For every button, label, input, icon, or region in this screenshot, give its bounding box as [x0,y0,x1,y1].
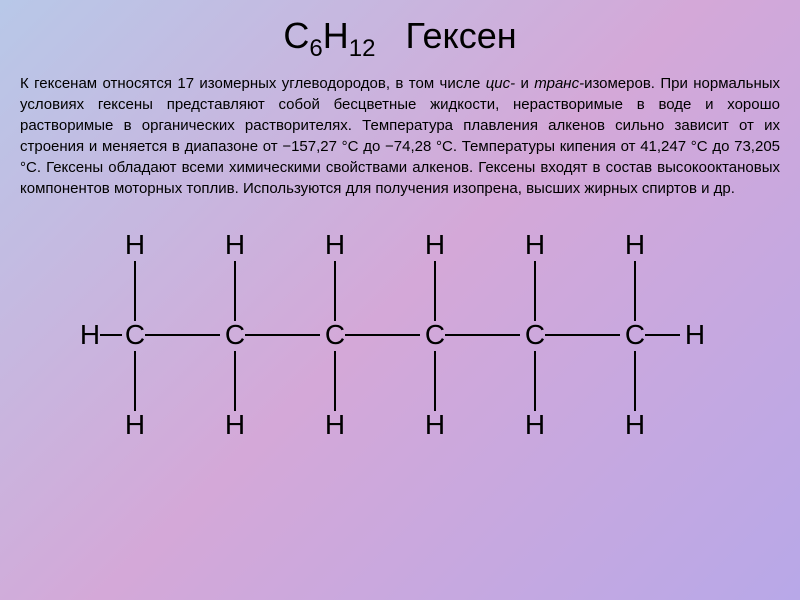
compound-name: Гексен [405,15,516,56]
hydrogen-atom: H [620,409,650,441]
bond-vertical [134,261,136,321]
bond-vertical [234,261,236,321]
hydrogen-atom: H [520,409,550,441]
hydrogen-atom: H [320,409,350,441]
bond-vertical [434,351,436,411]
bond-horizontal [645,334,680,336]
bond-horizontal [345,334,420,336]
bond-vertical [534,351,536,411]
hydrogen-atom: H [420,229,450,261]
body-paragraph: К гексенам относятся 17 изомерных углево… [0,73,800,199]
bond-vertical [534,261,536,321]
formula-sub-6: 6 [309,35,322,62]
hydrogen-atom: H [680,319,710,351]
hydrogen-atom: H [420,409,450,441]
hydrogen-atom: H [220,409,250,441]
hydrogen-atom: H [520,229,550,261]
bond-horizontal [445,334,520,336]
bond-horizontal [145,334,220,336]
page-title: С6Н12 Гексен [0,0,800,73]
hydrogen-atom: H [120,409,150,441]
bond-vertical [634,261,636,321]
formula-c: С [283,15,309,56]
bond-vertical [334,351,336,411]
bond-horizontal [100,334,122,336]
bond-horizontal [545,334,620,336]
formula-h: Н [323,15,349,56]
bond-vertical [434,261,436,321]
bond-vertical [334,261,336,321]
hydrogen-atom: H [220,229,250,261]
hydrogen-atom: H [320,229,350,261]
molecule-diagram: CHHCHHCHHCHHCHHCHHHH [60,219,740,449]
bond-vertical [134,351,136,411]
bond-vertical [234,351,236,411]
hydrogen-atom: H [120,229,150,261]
bond-horizontal [245,334,320,336]
bond-vertical [634,351,636,411]
hydrogen-atom: H [620,229,650,261]
formula-sub-12: 12 [349,35,376,62]
